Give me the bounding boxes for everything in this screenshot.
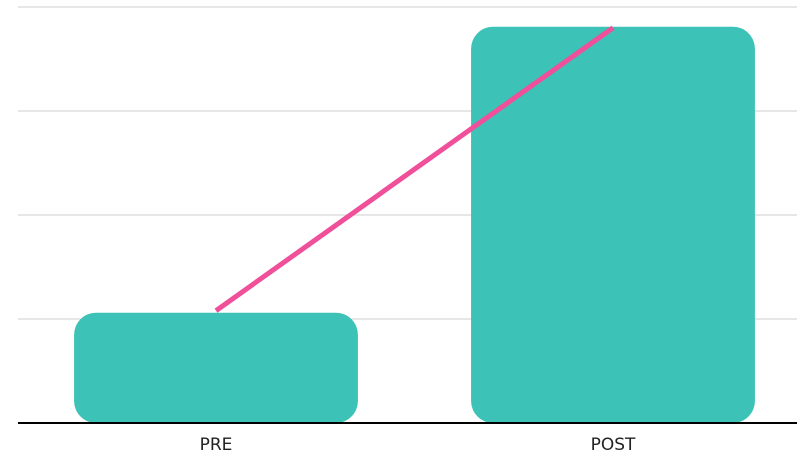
bar xyxy=(74,312,358,423)
bar xyxy=(471,26,755,423)
x-tick-label: POST xyxy=(591,435,636,455)
trend-line xyxy=(214,25,615,313)
x-tick-label: PRE xyxy=(200,435,233,455)
